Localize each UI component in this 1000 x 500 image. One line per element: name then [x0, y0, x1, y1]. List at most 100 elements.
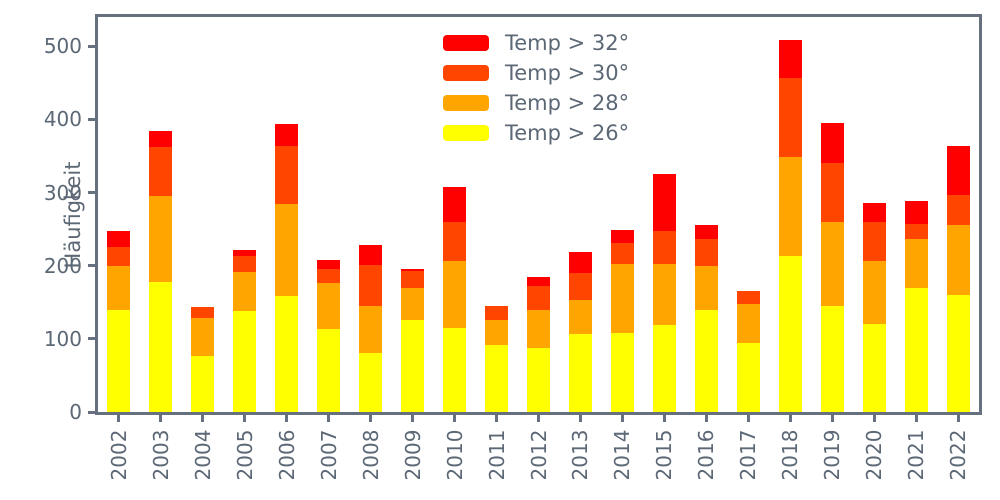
bar-segment-2017-30	[736, 291, 760, 304]
bar-segment-2017-28	[736, 303, 760, 343]
bar-segment-2020-28	[862, 260, 886, 325]
x-tick-mark-2003	[159, 415, 163, 422]
y-tick-label-100: 100	[43, 326, 82, 351]
legend: Temp > 32° Temp > 30° Temp > 28° Temp > 26°	[443, 30, 630, 153]
bar-segment-2006-30	[275, 145, 299, 205]
x-tick-mark-2002	[117, 415, 121, 422]
x-tick-label-2008: 2008	[358, 429, 383, 481]
bar-segment-2009-32	[401, 268, 425, 271]
bar-segment-2021-30	[904, 224, 928, 239]
bar-group-2008	[359, 245, 383, 412]
bar-segment-2013-26	[568, 334, 592, 412]
bar-segment-2021-26	[904, 287, 928, 412]
bar-segment-2006-26	[275, 295, 299, 412]
x-tick-label-2019: 2019	[820, 429, 845, 481]
x-tick-label-2007: 2007	[316, 429, 341, 481]
bar-segment-2002-26	[107, 309, 131, 412]
bar-segment-2003-28	[149, 196, 173, 282]
bar-group-2011	[485, 305, 509, 412]
x-tick-label-2018: 2018	[778, 429, 803, 481]
x-tick-mark-2015	[662, 415, 666, 422]
legend-label: Temp > 28°	[505, 90, 630, 115]
legend-swatch-icon	[443, 95, 489, 111]
bar-group-2021	[904, 200, 928, 412]
x-tick-mark-2020	[872, 415, 876, 422]
bar-group-2018	[778, 40, 802, 412]
bar-segment-2020-30	[862, 221, 886, 261]
x-tick-mark-2006	[285, 415, 289, 422]
legend-item-1: Temp > 30°	[443, 60, 630, 85]
bar-group-2005	[233, 250, 257, 412]
bar-segment-2004-30	[191, 307, 215, 319]
bar-segment-2015-30	[652, 230, 676, 264]
bar-segment-2004-28	[191, 318, 215, 356]
bar-segment-2009-26	[401, 319, 425, 412]
bar-segment-2015-32	[652, 173, 676, 231]
x-tick-mark-2013	[578, 415, 582, 422]
legend-item-3: Temp > 26°	[443, 120, 630, 145]
x-tick-label-2017: 2017	[736, 429, 761, 481]
y-tick-label-200: 200	[43, 253, 82, 278]
x-tick-mark-2018	[788, 415, 792, 422]
bar-segment-2002-32	[107, 230, 131, 248]
x-tick-mark-2019	[830, 415, 834, 422]
bar-segment-2019-32	[820, 123, 844, 164]
bar-segment-2014-32	[610, 229, 634, 244]
y-tick-mark-100	[88, 337, 95, 341]
bar-segment-2015-28	[652, 263, 676, 325]
x-tick-mark-2014	[620, 415, 624, 422]
bar-segment-2012-28	[527, 309, 550, 349]
bar-segment-2011-30	[485, 305, 509, 320]
bar-segment-2021-28	[904, 238, 928, 288]
bar-segment-2015-26	[652, 324, 676, 412]
y-tick-label-500: 500	[43, 34, 82, 59]
legend-label: Temp > 26°	[505, 120, 630, 145]
bar-group-2014	[610, 229, 634, 412]
bar-segment-2016-32	[694, 224, 718, 240]
x-tick-mark-2021	[914, 415, 918, 422]
legend-label: Temp > 32°	[505, 30, 630, 55]
bar-segment-2022-26	[946, 294, 970, 412]
bar-segment-2005-32	[233, 250, 257, 257]
bar-segment-2018-26	[778, 256, 802, 412]
bar-segment-2022-30	[946, 194, 970, 225]
x-tick-label-2015: 2015	[652, 429, 677, 481]
x-tick-label-2014: 2014	[610, 429, 635, 481]
bar-segment-2022-32	[946, 146, 970, 195]
bar-segment-2008-26	[359, 353, 383, 412]
x-tick-mark-2010	[453, 415, 457, 422]
bar-segment-2010-26	[443, 327, 467, 412]
bar-group-2006	[275, 123, 299, 412]
bar-segment-2020-26	[862, 324, 886, 412]
y-tick-mark-400	[88, 117, 95, 121]
bar-segment-2009-28	[401, 288, 425, 320]
y-tick-label-300: 300	[43, 180, 82, 205]
bar-segment-2019-26	[820, 305, 844, 412]
bar-segment-2014-28	[610, 264, 634, 333]
y-axis-title: Häufigkeit	[60, 161, 85, 269]
x-tick-label-2006: 2006	[274, 429, 299, 481]
bar-segment-2021-32	[904, 200, 928, 225]
bar-segment-2016-28	[694, 266, 718, 310]
bar-segment-2022-28	[946, 224, 970, 295]
bar-segment-2002-30	[107, 247, 131, 266]
x-tick-mark-2008	[369, 415, 373, 422]
x-tick-mark-2022	[956, 415, 960, 422]
bar-segment-2010-28	[443, 261, 467, 328]
x-tick-label-2010: 2010	[442, 429, 467, 481]
x-tick-label-2020: 2020	[862, 429, 887, 481]
legend-swatch-icon	[443, 65, 489, 81]
bar-group-2020	[862, 202, 886, 412]
legend-label: Temp > 30°	[505, 60, 630, 85]
bar-segment-2013-28	[568, 300, 592, 335]
bar-segment-2018-28	[778, 157, 802, 257]
x-tick-mark-2009	[411, 415, 415, 422]
legend-swatch-icon	[443, 35, 489, 51]
bar-segment-2005-28	[233, 271, 257, 312]
bar-segment-2019-28	[820, 221, 844, 306]
bar-segment-2016-30	[694, 239, 718, 267]
bar-segment-2014-26	[610, 333, 634, 412]
bar-segment-2010-30	[443, 221, 467, 262]
bar-group-2015	[652, 173, 676, 412]
